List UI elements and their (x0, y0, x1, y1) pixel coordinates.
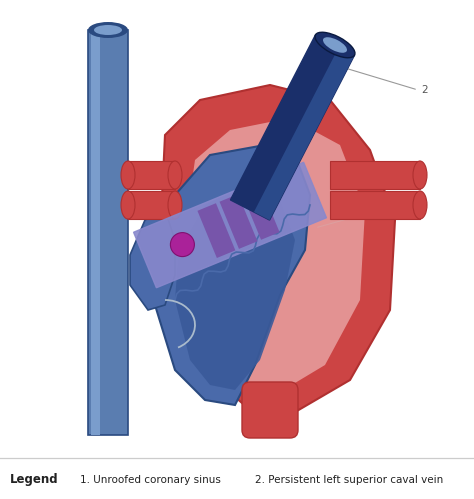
Polygon shape (254, 47, 355, 220)
Polygon shape (128, 191, 175, 219)
Ellipse shape (168, 161, 182, 189)
Polygon shape (242, 185, 280, 240)
Ellipse shape (413, 191, 427, 219)
Polygon shape (150, 145, 310, 405)
Ellipse shape (323, 37, 347, 53)
Text: 1: 1 (418, 195, 425, 205)
Ellipse shape (168, 191, 182, 219)
Ellipse shape (88, 22, 128, 38)
Circle shape (170, 233, 194, 256)
Polygon shape (175, 185, 295, 390)
Text: Legend: Legend (10, 474, 59, 487)
Text: 2: 2 (421, 85, 428, 95)
Polygon shape (88, 30, 128, 435)
Ellipse shape (413, 161, 427, 189)
Polygon shape (160, 85, 395, 415)
Polygon shape (134, 162, 327, 288)
Ellipse shape (121, 191, 135, 219)
Polygon shape (128, 161, 175, 189)
Ellipse shape (315, 32, 355, 58)
Text: 2. Persistent left superior caval vein: 2. Persistent left superior caval vein (255, 475, 443, 485)
Polygon shape (230, 35, 355, 220)
Polygon shape (185, 118, 365, 392)
Polygon shape (330, 161, 420, 189)
Text: 1. Unroofed coronary sinus: 1. Unroofed coronary sinus (80, 475, 221, 485)
FancyBboxPatch shape (242, 382, 298, 438)
Polygon shape (130, 210, 175, 310)
Polygon shape (219, 194, 257, 249)
Ellipse shape (94, 25, 122, 35)
Polygon shape (198, 203, 236, 258)
Polygon shape (91, 30, 100, 435)
Polygon shape (330, 191, 420, 219)
Ellipse shape (121, 161, 135, 189)
